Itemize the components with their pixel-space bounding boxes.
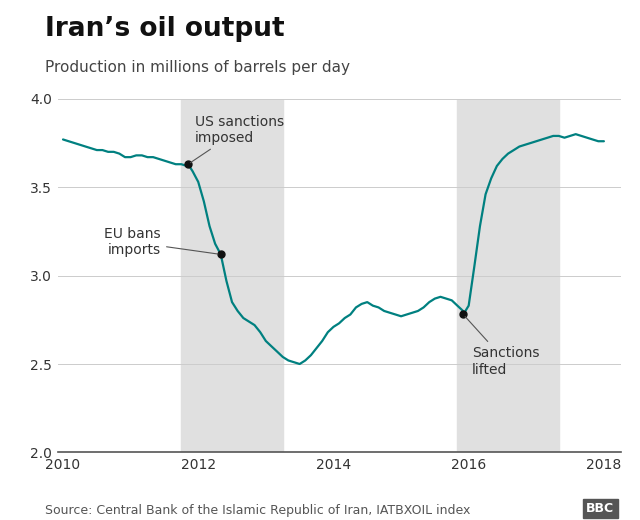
Text: Sanctions
lifted: Sanctions lifted [465,317,540,376]
Text: US sanctions
imposed: US sanctions imposed [190,115,284,163]
Text: EU bans
imports: EU bans imports [104,227,218,257]
Text: BBC: BBC [586,502,614,515]
Text: Production in millions of barrels per day: Production in millions of barrels per da… [45,60,350,75]
Text: Iran’s oil output: Iran’s oil output [45,16,284,42]
Text: Source: Central Bank of the Islamic Republic of Iran, IATBXOIL index: Source: Central Bank of the Islamic Repu… [45,504,470,517]
Bar [181,99,283,452]
Bar [457,99,559,452]
